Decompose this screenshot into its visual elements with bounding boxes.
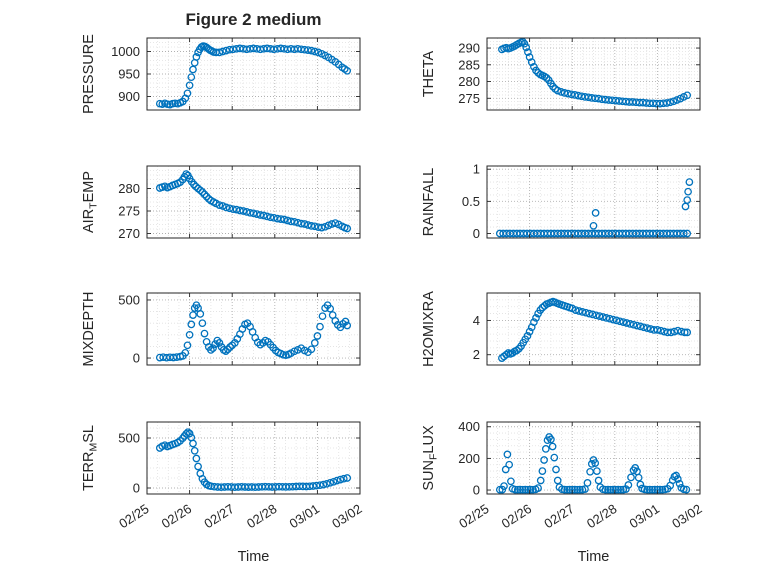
tick-marks (486, 293, 701, 365)
data-series (495, 433, 691, 494)
y-tick-label: 270 (118, 226, 140, 241)
y-tick-label: 900 (118, 89, 140, 104)
y-tick-label: 950 (118, 67, 140, 82)
y-axis-label: MIXDEPTH (81, 292, 97, 367)
tick-marks (146, 166, 361, 238)
grid-lines (487, 166, 700, 238)
axes-box (486, 165, 701, 239)
x-tick-label: 03/01 (287, 501, 322, 531)
x-tick-label: 02/28 (584, 501, 619, 531)
y-tick-label: 0 (473, 226, 480, 241)
y-tick-label: 4 (473, 313, 480, 328)
subplot-pressure: 900 950 1000 PRESSURE (81, 34, 361, 114)
tick-marks (486, 166, 701, 238)
subplot-terr-msl: 0 500 TERRMSL 02/25 02/26 02/27 02/28 03/01 03/0… (81, 421, 365, 565)
axes-box (486, 292, 701, 366)
axes-box (146, 292, 361, 366)
tick-marks (146, 422, 361, 494)
y-tick-label: 0 (473, 483, 480, 498)
y-axis-label: SUNFLUX (421, 425, 440, 491)
axes-box (146, 421, 361, 495)
tick-marks (146, 293, 361, 365)
subplot-air-temp: 270 275 280 AIRTEMP (81, 165, 361, 241)
y-axis-label: AIRTEMP (81, 171, 100, 233)
data-series (498, 297, 692, 362)
data-series (495, 178, 694, 238)
x-tick-label: 03/02 (329, 501, 364, 531)
y-tick-label: 1000 (111, 44, 140, 59)
y-tick-label: 2 (473, 347, 480, 362)
subplot-sun-flux: 0 200 400 SUNFLUX 02/25 02/26 02/27 02/28 03/01 0… (421, 419, 705, 565)
y-tick-label: 275 (458, 91, 480, 106)
tick-marks (146, 38, 361, 110)
y-axis-label: THETA (421, 50, 437, 97)
data-series (498, 37, 692, 108)
x-tick-label: 02/26 (499, 501, 534, 531)
axes-box (486, 37, 701, 111)
y-tick-label: 1 (473, 162, 480, 177)
data-series (155, 428, 352, 492)
y-tick-label: 500 (118, 292, 140, 307)
y-tick-label: 285 (458, 57, 480, 72)
data-series (155, 301, 352, 362)
tick-marks (486, 38, 701, 110)
grid-lines (147, 422, 360, 494)
x-tick-label: 03/01 (627, 501, 662, 531)
y-axis-label: H2OMIXRA (421, 291, 437, 367)
x-axis-label: Time (238, 549, 270, 565)
y-tick-label: 200 (458, 451, 480, 466)
subplot-mixdepth: 0 500 MIXDEPTH (81, 292, 361, 367)
x-tick-label: 02/27 (201, 501, 236, 531)
x-tick-label: 02/26 (159, 501, 194, 531)
y-tick-label: 280 (458, 74, 480, 89)
x-axis-label: Time (578, 549, 610, 565)
grid-lines (487, 38, 700, 110)
y-tick-label: 275 (118, 204, 140, 219)
y-tick-label: 500 (118, 431, 140, 446)
data-series (155, 170, 352, 233)
y-tick-label: 280 (118, 181, 140, 196)
x-tick-label: 02/25 (456, 501, 491, 531)
y-tick-label: 0 (133, 481, 140, 496)
figure-title: Figure 2 medium (185, 10, 322, 29)
tick-marks (486, 422, 701, 494)
y-axis-label: PRESSURE (81, 34, 97, 114)
axes-box (146, 165, 361, 239)
x-tick-label: 02/27 (541, 501, 576, 531)
y-tick-label: 0 (133, 351, 140, 366)
y-tick-label: 400 (458, 419, 480, 434)
y-tick-label: 0.5 (462, 194, 480, 209)
x-tick-label: 02/28 (244, 501, 279, 531)
subplot-rainfall: 0 0.5 1 RAINFALL (421, 162, 701, 241)
data-series (155, 42, 352, 109)
x-tick-label: 02/25 (116, 501, 151, 531)
y-axis-label: TERRMSL (81, 425, 100, 491)
x-tick-label: 03/02 (669, 501, 704, 531)
subplot-h2omixra: 2 4 H2OMIXRA (421, 291, 701, 367)
y-axis-label: RAINFALL (421, 168, 437, 237)
y-tick-label: 290 (458, 41, 480, 56)
